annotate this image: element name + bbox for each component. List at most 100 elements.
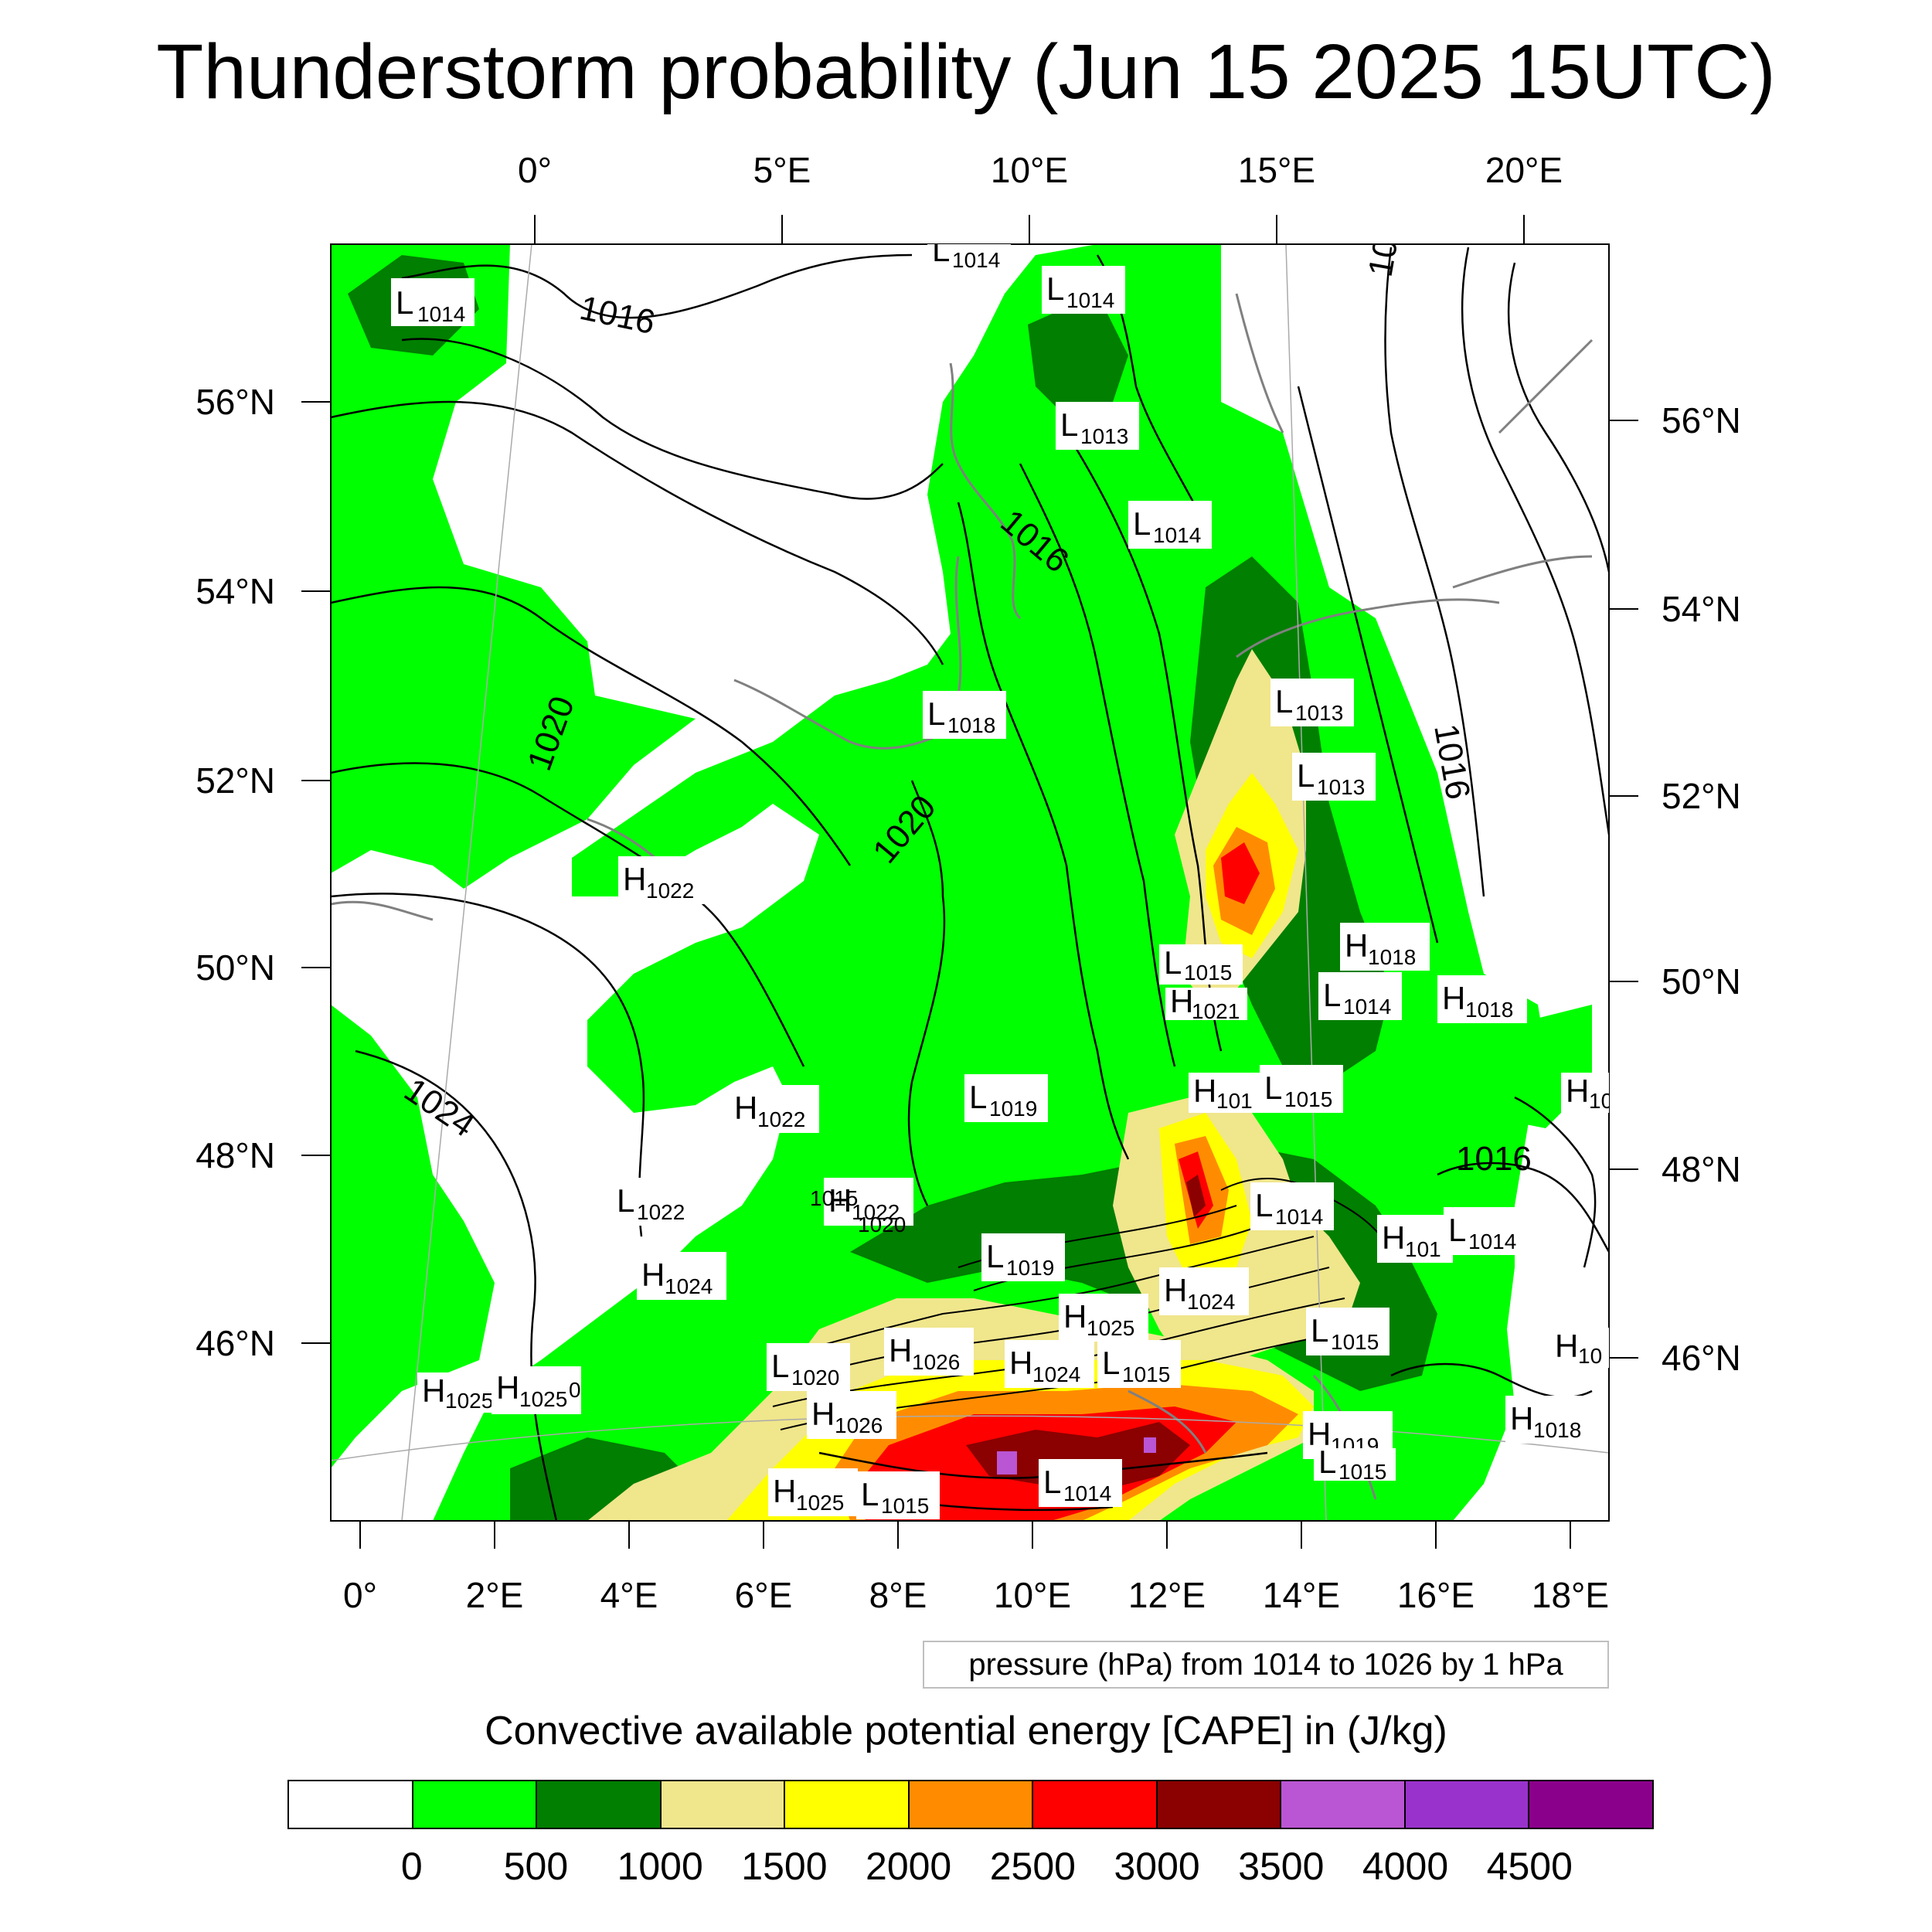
- svg-text:H: H: [1345, 927, 1368, 964]
- svg-text:L: L: [1311, 1312, 1328, 1349]
- colorbar-swatch: [1157, 1781, 1282, 1828]
- isobar-fragment-label: 0: [569, 1378, 581, 1402]
- svg-text:L: L: [396, 284, 413, 321]
- pressure-center-label: L 1014: [391, 278, 474, 326]
- bottom-lon-label: 8°E: [869, 1575, 927, 1615]
- right-lat-label: 56°N: [1662, 400, 1741, 440]
- colorbar-swatch: [413, 1781, 538, 1828]
- svg-text:L: L: [1164, 944, 1182, 981]
- pressure-center-label: H 101: [1377, 1215, 1453, 1263]
- svg-text:1018: 1018: [1465, 998, 1513, 1022]
- svg-text:1015: 1015: [881, 1494, 929, 1518]
- svg-text:H: H: [1164, 1272, 1187, 1308]
- colorbar-label: 3000: [1114, 1845, 1200, 1888]
- bottom-lon-label: 0°: [343, 1575, 377, 1615]
- cape-3500-4000-layer: [997, 1437, 1156, 1475]
- pressure-center-label: H 1025: [417, 1372, 507, 1413]
- pressure-center-label: L 1022: [612, 1178, 696, 1226]
- colorbar-labels: 0 500 1000 1500 2000 2500 3000 3500 4000 4500: [0, 1843, 1932, 1897]
- pressure-center-label: H 1026: [807, 1391, 896, 1439]
- colorbar-label: 4000: [1362, 1845, 1449, 1888]
- colorbar-swatch: [785, 1781, 910, 1828]
- svg-text:1013: 1013: [1295, 701, 1343, 725]
- bottom-lon-label: 16°E: [1397, 1575, 1475, 1615]
- bottom-lon-label: 10°E: [994, 1575, 1071, 1615]
- pressure-center-label: L 1014: [1128, 501, 1212, 549]
- svg-text:1022: 1022: [637, 1200, 685, 1224]
- pressure-center-label: H 1018: [1340, 923, 1430, 971]
- bottom-lon-labels: 0° 2°E 4°E 6°E 8°E 10°E 12°E 14°E 16°E 1…: [343, 1575, 1609, 1615]
- chart-title: Thunderstorm probability (Jun 15 2025 15…: [156, 29, 1776, 115]
- right-lat-label: 54°N: [1662, 589, 1741, 629]
- colorbar-label: 1000: [617, 1845, 703, 1888]
- pressure-center-label: H 1024: [637, 1252, 726, 1300]
- colorbar-swatch: [1529, 1781, 1653, 1828]
- colorbar-label: 0: [400, 1845, 423, 1888]
- svg-text:1026: 1026: [835, 1413, 883, 1437]
- pressure-center-label: H 10: [1561, 1073, 1613, 1113]
- colorbar-label: 500: [503, 1845, 569, 1888]
- svg-text:H: H: [623, 861, 646, 897]
- colorbar-swatch: [909, 1781, 1034, 1828]
- svg-text:1014: 1014: [1275, 1205, 1323, 1229]
- colorbar-swatch: [661, 1781, 786, 1828]
- pressure-center-label: L 1015: [1159, 944, 1243, 985]
- svg-text:10: 10: [1589, 1089, 1613, 1113]
- svg-text:1014: 1014: [1468, 1230, 1516, 1253]
- colorbar-swatch: [1281, 1781, 1406, 1828]
- svg-text:L: L: [1448, 1212, 1466, 1248]
- svg-text:H: H: [811, 1396, 835, 1432]
- svg-text:L: L: [1318, 1444, 1336, 1480]
- svg-text:L: L: [1255, 1187, 1273, 1223]
- colorbar-swatch: [1405, 1781, 1530, 1828]
- colorbar-swatch: [1033, 1781, 1158, 1828]
- svg-text:H: H: [734, 1090, 757, 1126]
- svg-text:1013: 1013: [1080, 424, 1128, 448]
- svg-text:L: L: [1133, 505, 1151, 542]
- bottom-lon-label: 18°E: [1532, 1575, 1609, 1615]
- pressure-center-label: L 1014: [1318, 972, 1402, 1020]
- colorbar-label: 3500: [1238, 1845, 1325, 1888]
- bottom-lon-label: 2°E: [466, 1575, 524, 1615]
- left-lat-labels: 56°N 54°N 52°N 50°N 48°N 46°N: [196, 382, 275, 1363]
- cape-3000-3500-layer: [966, 1175, 1206, 1492]
- pressure-center-label: L 1015: [1306, 1308, 1389, 1355]
- svg-text:L: L: [927, 696, 945, 732]
- svg-text:L: L: [969, 1079, 987, 1115]
- colorbar-label: 2000: [866, 1845, 952, 1888]
- svg-text:L: L: [1102, 1345, 1120, 1381]
- svg-text:1014: 1014: [952, 248, 1000, 272]
- svg-text:1025: 1025: [519, 1387, 567, 1411]
- pressure-center-label: H 1022: [618, 856, 708, 904]
- pressure-center-label: L 1019: [964, 1074, 1048, 1122]
- svg-text:L: L: [1323, 977, 1341, 1013]
- pressure-center-label: L 1014: [927, 244, 1011, 272]
- right-lat-labels: 56°N 54°N 52°N 50°N 48°N 46°N: [1662, 400, 1741, 1378]
- svg-text:1014: 1014: [1063, 1481, 1111, 1505]
- bottom-lon-label: 6°E: [735, 1575, 793, 1615]
- pressure-center-label: H 1026: [884, 1328, 974, 1376]
- pressure-center-label: H 1024: [1159, 1267, 1249, 1315]
- pressure-center-label: H 1025: [492, 1366, 581, 1414]
- svg-text:L: L: [1043, 1464, 1061, 1500]
- colorbar: [287, 1780, 1654, 1829]
- svg-text:1014: 1014: [1343, 995, 1391, 1019]
- svg-text:H: H: [773, 1473, 796, 1509]
- svg-text:H: H: [1063, 1298, 1087, 1335]
- right-lat-label: 48°N: [1662, 1149, 1741, 1189]
- pressure-center-label: L 1013: [1292, 753, 1376, 801]
- svg-text:1020: 1020: [791, 1366, 839, 1389]
- right-lat-ticks: [1609, 420, 1638, 1359]
- svg-text:H: H: [496, 1369, 519, 1406]
- left-lat-label: 54°N: [196, 571, 275, 611]
- svg-text:1025: 1025: [796, 1491, 844, 1515]
- svg-text:101: 101: [1216, 1089, 1253, 1113]
- left-lat-label: 50°N: [196, 947, 275, 988]
- top-lon-ticks: [534, 215, 1525, 244]
- right-lat-label: 50°N: [1662, 961, 1741, 1002]
- svg-text:1015: 1015: [1338, 1460, 1386, 1484]
- top-lon-label: 20°E: [1485, 150, 1563, 190]
- svg-text:L: L: [986, 1238, 1004, 1274]
- isobar-fragment-label: 1015: [810, 1186, 858, 1210]
